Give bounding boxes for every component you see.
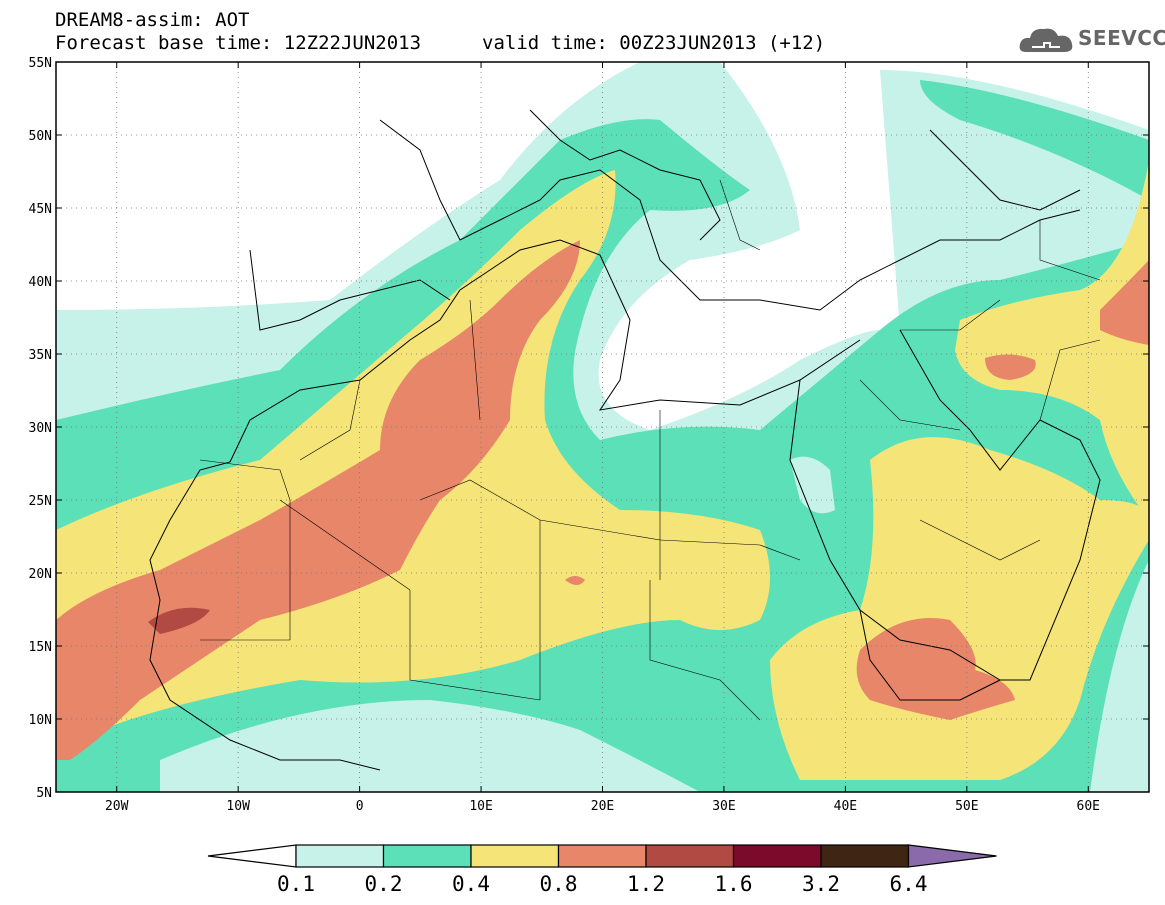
colorbar-label: 0.8 xyxy=(540,872,578,896)
lon-label: 40E xyxy=(834,799,857,814)
lat-label: 40N xyxy=(29,275,52,290)
lat-label: 25N xyxy=(29,494,52,509)
colorbar-label: 1.2 xyxy=(627,872,665,896)
colorbar xyxy=(207,844,997,868)
latitude-labels: 55N 50N 45N 40N 35N 30N 25N 20N 15N 10N 5N xyxy=(29,56,52,801)
lat-label: 30N xyxy=(29,421,52,436)
colorbar-segment xyxy=(820,844,910,868)
colorbar-segment xyxy=(732,844,822,868)
lat-label: 10N xyxy=(29,713,52,728)
lat-label: 35N xyxy=(29,348,52,363)
colorbar-right-arrow xyxy=(907,844,997,868)
lat-label: 15N xyxy=(29,640,52,655)
colorbar-label: 0.2 xyxy=(365,872,403,896)
lon-label: 0 xyxy=(356,799,364,814)
map-grid xyxy=(56,62,1149,792)
colorbar-segment xyxy=(470,844,560,868)
lat-label: 55N xyxy=(29,56,52,71)
colorbar-segment xyxy=(557,844,647,868)
colorbar-label: 3.2 xyxy=(802,872,840,896)
logo-text: SEEVCCC xyxy=(1078,26,1165,50)
colorbar-segment xyxy=(645,844,735,868)
aot-band-1.2 xyxy=(148,607,210,634)
lon-label: 20W xyxy=(105,799,129,814)
country-borders xyxy=(199,179,1101,721)
lon-label: 10W xyxy=(226,799,250,814)
aot-band-0.1-inner xyxy=(160,456,835,792)
colorbar-label: 0.4 xyxy=(452,872,490,896)
lon-label: 10E xyxy=(469,799,492,814)
forecast-base-time: Forecast base time: 12Z22JUN2013 xyxy=(55,32,422,54)
lat-label: 20N xyxy=(29,567,52,582)
map-title: DREAM8-assim: AOT xyxy=(55,9,250,31)
lat-label: 45N xyxy=(29,202,52,217)
axis-ticks xyxy=(56,61,1149,793)
coastlines xyxy=(149,109,1101,771)
lon-label: 50E xyxy=(955,799,978,814)
longitude-labels: 20W 10W 0 10E 20E 30E 40E 50E 60E xyxy=(105,799,1100,814)
lon-label: 30E xyxy=(712,799,735,814)
lat-label: 5N xyxy=(36,786,52,801)
colorbar-segment xyxy=(382,844,472,868)
valid-time: valid time: 00Z23JUN2013 (+12) xyxy=(482,32,826,54)
cloud-logo-icon xyxy=(1019,28,1073,52)
colorbar-left-arrow xyxy=(207,844,297,868)
colorbar-label: 0.1 xyxy=(277,872,315,896)
colorbar-segment xyxy=(295,844,385,868)
lon-label: 60E xyxy=(1077,799,1100,814)
colorbar-label: 6.4 xyxy=(890,872,928,896)
colorbar-label: 1.6 xyxy=(715,872,753,896)
colorbar-labels: 0.1 0.2 0.4 0.8 1.2 1.6 3.2 6.4 xyxy=(277,872,927,896)
lon-label: 20E xyxy=(591,799,614,814)
lat-label: 50N xyxy=(29,129,52,144)
